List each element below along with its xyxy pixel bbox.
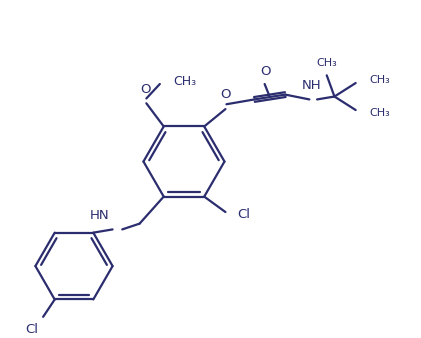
Text: O: O [220,88,231,101]
Text: O: O [140,82,151,96]
Text: Cl: Cl [237,209,250,221]
Text: CH₃: CH₃ [316,57,337,68]
Text: HN: HN [90,209,110,222]
Text: CH₃: CH₃ [173,75,197,88]
Text: O: O [260,65,271,78]
Text: Cl: Cl [25,323,38,336]
Text: NH: NH [301,79,321,92]
Text: CH₃: CH₃ [369,108,390,118]
Text: CH₃: CH₃ [369,75,390,85]
